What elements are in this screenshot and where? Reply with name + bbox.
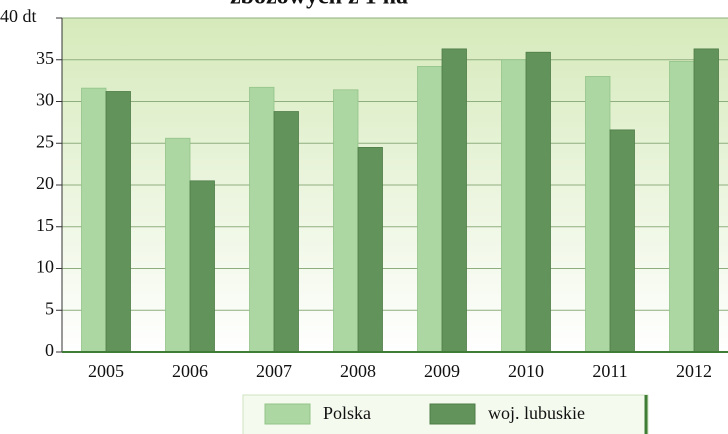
bar <box>81 87 107 353</box>
bar <box>417 66 443 353</box>
y-tick-label: 5 <box>45 298 54 318</box>
bar <box>333 89 359 353</box>
y-tick-label: 10 <box>36 257 54 277</box>
x-tick-label: 2005 <box>88 361 124 381</box>
bar <box>189 180 215 353</box>
bar <box>669 61 695 353</box>
bar <box>609 129 635 353</box>
y-tick-label: 15 <box>36 215 54 235</box>
bar <box>165 137 191 353</box>
y-tick-label: 0 <box>45 340 54 360</box>
bar <box>585 76 611 353</box>
y-tick-label: 30 <box>36 90 54 110</box>
x-tick-label: 2010 <box>508 361 544 381</box>
y-tick-label: 25 <box>36 131 54 151</box>
bar <box>525 51 551 353</box>
y-tick-label: 20 <box>36 173 54 193</box>
x-tick-label: 2011 <box>592 361 627 381</box>
bar <box>357 147 383 353</box>
legend-swatch <box>264 403 311 425</box>
x-tick-label: 2009 <box>424 361 460 381</box>
bar <box>249 86 275 353</box>
bar <box>273 111 299 353</box>
bar <box>441 48 467 353</box>
y-tick-label: 40 dt <box>0 6 37 26</box>
x-tick-label: 2012 <box>676 361 712 381</box>
x-tick-label: 2008 <box>340 361 376 381</box>
bar <box>105 91 131 353</box>
x-tick-label: 2006 <box>172 361 208 381</box>
bar <box>501 59 527 353</box>
legend-label: Polska <box>323 403 371 423</box>
bar <box>693 48 719 353</box>
legend-swatch <box>429 403 476 425</box>
x-tick-label: 2007 <box>256 361 292 381</box>
legend-label: woj. lubuskie <box>488 403 585 423</box>
y-tick-label: 35 <box>36 48 54 68</box>
chart-title: zbożowych z 1 ha <box>230 0 408 10</box>
